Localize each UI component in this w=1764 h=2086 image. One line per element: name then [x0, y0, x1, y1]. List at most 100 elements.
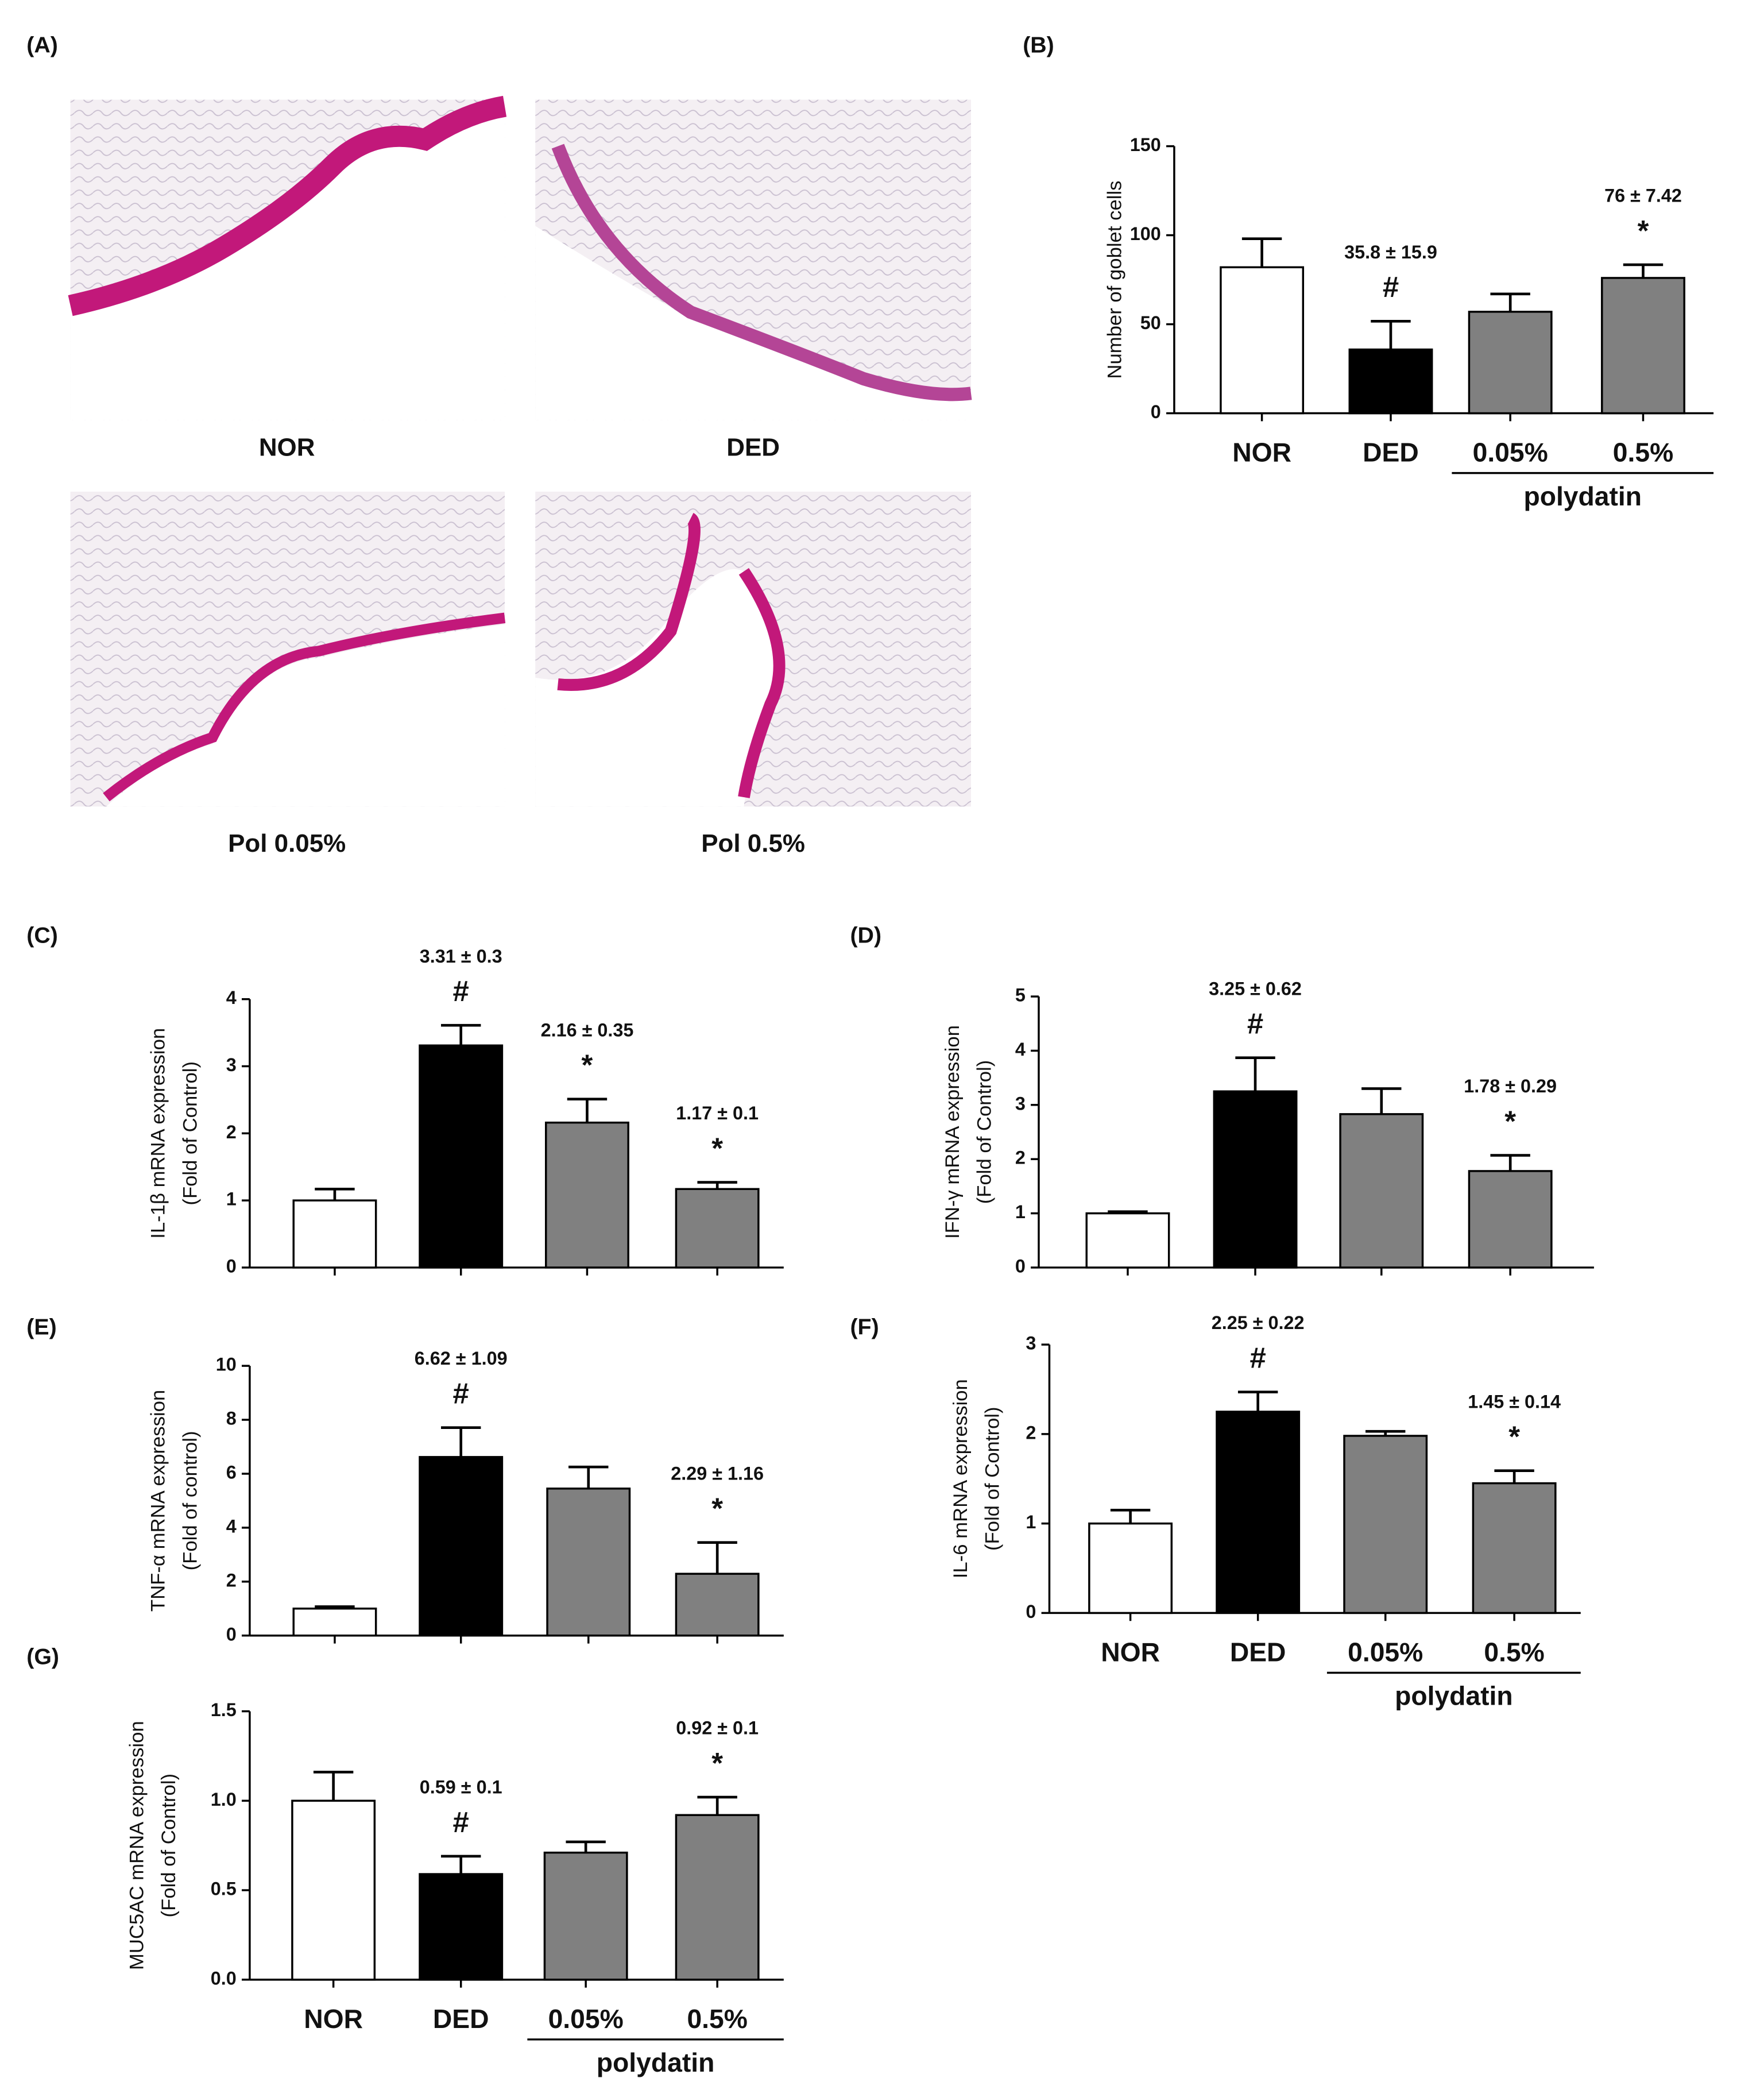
x-tick-label: DED	[1230, 1637, 1286, 1667]
bar	[1339, 1113, 1424, 1269]
bar	[1216, 1411, 1301, 1614]
panel-label: (D)	[850, 922, 881, 948]
panel-label: (C)	[26, 922, 58, 948]
x-tick-label: NOR	[1232, 437, 1291, 467]
y-axis-label: MUC5AC mRNA expression	[126, 1721, 148, 1970]
significance-marker: *	[1508, 1420, 1520, 1453]
micrograph	[68, 95, 507, 420]
significance-marker: *	[711, 1492, 723, 1525]
y-axis-label: TNF-α mRNA expression	[148, 1390, 169, 1612]
significance-marker: *	[711, 1131, 723, 1164]
significance-marker: *	[1638, 214, 1649, 247]
x-tick-label: 0.05%	[1473, 437, 1548, 467]
y-tick-label: 10	[216, 1354, 237, 1375]
y-tick-label: 1	[226, 1189, 237, 1210]
y-axis-label: IFN-γ mRNA expression	[942, 1025, 964, 1239]
bar	[1085, 1212, 1170, 1269]
y-axis-label: IL-1β mRNA expression	[148, 1028, 169, 1239]
y-tick-label: 3	[226, 1054, 237, 1075]
y-axis-label: IL-6 mRNA expression	[950, 1379, 972, 1578]
bar	[292, 1199, 377, 1269]
value-label: 35.8 ± 15.9	[1344, 242, 1437, 262]
bar	[1468, 311, 1553, 415]
significance-marker: *	[711, 1747, 723, 1779]
y-tick-label: 2	[1015, 1148, 1026, 1168]
value-label: 1.45 ± 0.14	[1468, 1391, 1561, 1412]
image-caption: DED	[726, 434, 780, 462]
panel-label: (F)	[850, 1315, 879, 1340]
y-tick-label: 0	[1151, 401, 1161, 422]
y-axis-label: (Fold of Control)	[981, 1407, 1003, 1551]
y-tick-label: 0	[1026, 1601, 1036, 1622]
panel-label: (B)	[1023, 32, 1054, 57]
y-tick-label: 5	[1015, 985, 1026, 1006]
significance-marker: #	[453, 1377, 469, 1410]
x-tick-label: DED	[1363, 437, 1419, 467]
value-label: 3.31 ± 0.3	[420, 946, 502, 967]
y-tick-label: 3	[1026, 1333, 1036, 1354]
y-axis-label: (Fold of Control)	[158, 1774, 180, 1918]
group-label: polydatin	[1395, 1681, 1513, 1711]
y-tick-label: 0	[226, 1256, 237, 1276]
bar	[1468, 1170, 1553, 1269]
panel-label: (G)	[26, 1644, 59, 1669]
y-tick-label: 1	[1026, 1512, 1036, 1532]
x-tick-label: 0.5%	[687, 2004, 747, 2034]
bar	[419, 1873, 504, 1981]
value-label: 1.78 ± 0.29	[1464, 1076, 1557, 1096]
y-tick-label: 4	[226, 987, 237, 1008]
y-axis-label: (Fold of Control)	[179, 1061, 201, 1206]
y-tick-label: 150	[1130, 134, 1161, 155]
significance-marker: #	[453, 1806, 469, 1838]
image-caption: Pol 0.05%	[228, 829, 346, 857]
image-caption: Pol 0.5%	[701, 829, 805, 857]
significance-marker: *	[1504, 1104, 1516, 1137]
value-label: 3.25 ± 0.62	[1209, 978, 1302, 999]
y-tick-label: 0	[226, 1624, 237, 1644]
y-tick-label: 4	[1015, 1039, 1026, 1060]
significance-marker: #	[1383, 271, 1399, 303]
value-label: 1.17 ± 0.1	[676, 1103, 759, 1123]
value-label: 2.25 ± 0.22	[1212, 1312, 1305, 1333]
y-axis-label: (Fold of control)	[179, 1431, 201, 1570]
bar	[675, 1188, 760, 1269]
value-label: 2.29 ± 1.16	[671, 1463, 764, 1484]
bar	[1348, 348, 1433, 415]
y-tick-label: 3	[1015, 1093, 1026, 1114]
bar	[1213, 1090, 1298, 1269]
y-tick-label: 6	[226, 1462, 237, 1483]
value-label: 2.16 ± 0.35	[541, 1019, 634, 1040]
y-axis-label: (Fold of Control)	[974, 1060, 996, 1204]
significance-marker: #	[1247, 1007, 1263, 1040]
y-axis-label: Number of goblet cells	[1104, 180, 1125, 378]
y-tick-label: 100	[1130, 223, 1161, 244]
x-tick-label: NOR	[304, 2004, 363, 2034]
group-label: polydatin	[597, 2048, 715, 2077]
bar	[419, 1456, 504, 1637]
bar	[292, 1608, 377, 1637]
bar	[1088, 1522, 1173, 1614]
micrograph	[535, 99, 972, 420]
bar	[546, 1488, 631, 1637]
significance-marker: #	[1250, 1342, 1266, 1374]
panel-label: (A)	[26, 32, 58, 57]
bar	[675, 1814, 760, 1981]
bar	[543, 1851, 628, 1981]
significance-marker: #	[453, 975, 469, 1007]
y-tick-label: 2	[226, 1570, 237, 1590]
y-tick-label: 1	[1015, 1202, 1026, 1222]
group-label: polydatin	[1523, 481, 1642, 511]
value-label: 0.92 ± 0.1	[676, 1718, 759, 1739]
x-tick-label: 0.05%	[1348, 1637, 1423, 1667]
significance-marker: *	[582, 1049, 593, 1081]
bar	[1220, 266, 1305, 415]
y-tick-label: 1.0	[211, 1789, 237, 1810]
micrograph	[535, 492, 971, 807]
x-tick-label: 0.5%	[1613, 437, 1673, 467]
bar	[1601, 277, 1685, 415]
y-tick-label: 0.5	[211, 1879, 237, 1899]
y-tick-label: 0	[1015, 1256, 1026, 1276]
y-tick-label: 0.0	[211, 1968, 237, 1988]
bar	[675, 1573, 760, 1637]
